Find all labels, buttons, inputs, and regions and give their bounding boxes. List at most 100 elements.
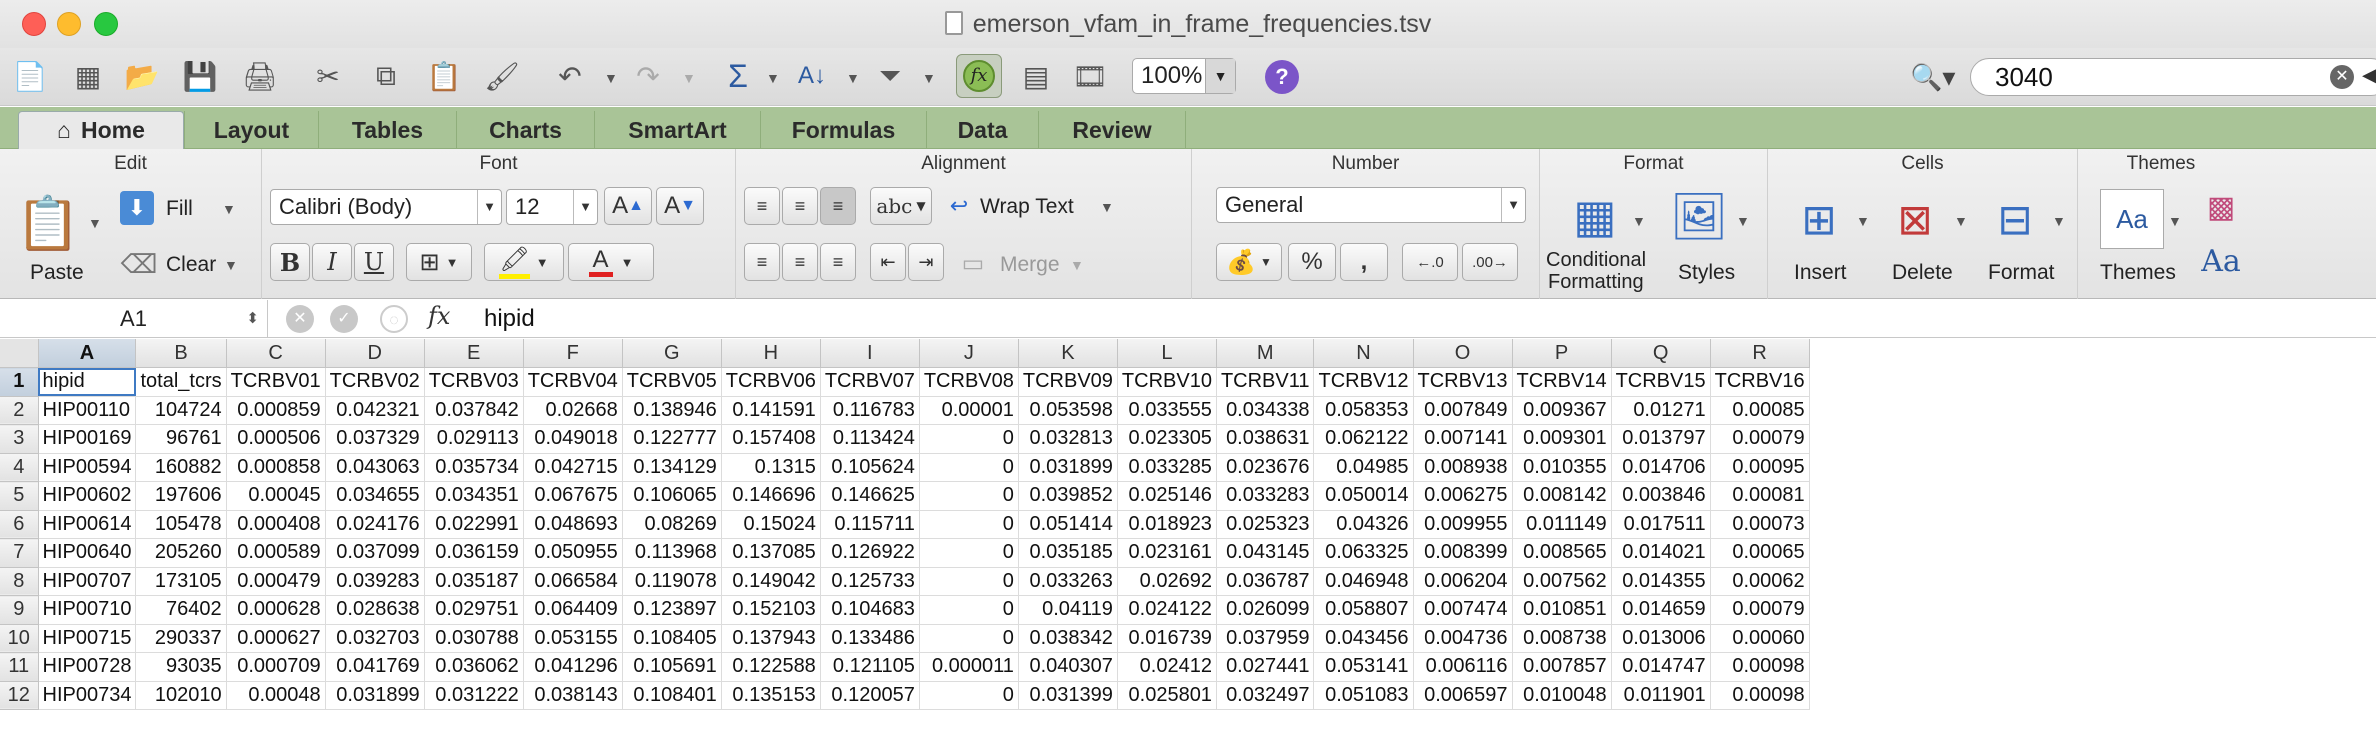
cell[interactable]: 0.023305 [1117, 424, 1217, 454]
cell[interactable]: 0.04119 [1018, 595, 1118, 625]
column-header-a[interactable]: A [38, 339, 137, 368]
collapse-toolbar-icon[interactable]: ◀ [2362, 62, 2376, 87]
cell[interactable]: 0.004736 [1413, 624, 1513, 653]
cell[interactable]: 0.035187 [424, 567, 524, 596]
cell[interactable]: 0.023676 [1216, 453, 1315, 482]
cell[interactable]: 0.008142 [1512, 481, 1612, 511]
cell[interactable]: 290337 [135, 624, 227, 653]
row-header[interactable]: 3 [0, 424, 39, 454]
cell[interactable]: 0.113968 [622, 538, 722, 568]
cell[interactable]: total_tcrs [135, 367, 227, 397]
row-header[interactable]: 7 [0, 538, 39, 568]
row-header[interactable]: 12 [0, 681, 39, 710]
wrap-text-button[interactable]: Wrap Text [980, 195, 1074, 218]
cell[interactable]: 0.037329 [325, 424, 425, 454]
cell[interactable]: TCRBV09 [1018, 367, 1118, 397]
cell[interactable]: HIP00640 [38, 538, 137, 568]
templates-icon[interactable]: ▦ [74, 60, 102, 92]
cell[interactable]: 0.00098 [1710, 652, 1810, 682]
cell[interactable]: TCRBV13 [1413, 367, 1513, 397]
cell[interactable]: 0.007141 [1413, 424, 1513, 454]
cell[interactable]: 0.000859 [226, 396, 326, 425]
font-size-select[interactable]: 12 ▼ [506, 189, 598, 225]
cell[interactable]: 0.033285 [1117, 453, 1217, 482]
cell[interactable]: 0.006275 [1413, 481, 1513, 511]
cell[interactable]: 0.000408 [226, 510, 326, 539]
cell[interactable]: 0.038631 [1216, 424, 1315, 454]
cell[interactable]: 0.01271 [1611, 396, 1711, 425]
decrease-indent-button[interactable]: ⇤ [870, 243, 906, 281]
cell[interactable]: 0.033283 [1216, 481, 1315, 511]
cell[interactable]: 0.116783 [820, 396, 920, 425]
cell[interactable]: 0.029751 [424, 595, 524, 625]
cell[interactable]: 0.048693 [523, 510, 623, 539]
filter-dropdown-icon[interactable]: ▼ [922, 70, 936, 86]
cell[interactable]: 0.135153 [721, 681, 821, 710]
cell[interactable]: 0.036062 [424, 652, 524, 682]
filter-icon[interactable]: ⏷ [878, 59, 902, 91]
cell[interactable]: 0.008565 [1512, 538, 1612, 568]
cell[interactable]: 0.108405 [622, 624, 722, 653]
cell[interactable]: hipid [38, 367, 137, 397]
column-header-k[interactable]: K [1018, 339, 1118, 368]
italic-button[interactable]: I [312, 243, 352, 281]
cell[interactable]: 0.008938 [1413, 453, 1513, 482]
cell[interactable]: 0.037842 [424, 396, 524, 425]
cell[interactable]: 0.007849 [1413, 396, 1513, 425]
cell[interactable]: 0.014355 [1611, 567, 1711, 596]
column-header-e[interactable]: E [424, 339, 524, 368]
cell[interactable]: 0.00001 [919, 396, 1019, 425]
tab-smartart[interactable]: SmartArt [594, 111, 760, 149]
cell[interactable]: 0 [919, 424, 1019, 454]
column-header-q[interactable]: Q [1611, 339, 1711, 368]
column-header-l[interactable]: L [1117, 339, 1217, 368]
cell[interactable]: 0.023161 [1117, 538, 1217, 568]
cell[interactable]: 0.022991 [424, 510, 524, 539]
cell[interactable]: 0.000011 [919, 652, 1019, 682]
cell[interactable]: 0.025146 [1117, 481, 1217, 511]
cell[interactable]: 0.062122 [1313, 424, 1414, 454]
merge-dropdown-icon[interactable]: ▼ [1070, 257, 1084, 273]
column-header-m[interactable]: M [1216, 339, 1315, 368]
cell[interactable]: 0.036159 [424, 538, 524, 568]
paste-icon[interactable]: 📋 [426, 60, 462, 92]
new-document-icon[interactable]: 📄 [12, 60, 48, 92]
cell[interactable]: 76402 [135, 595, 227, 625]
accounting-format-button[interactable]: 💰 ▼ [1216, 243, 1282, 281]
borders-button[interactable]: ⊞ ▼ [406, 243, 472, 281]
cell[interactable]: 0.024122 [1117, 595, 1217, 625]
column-header-d[interactable]: D [325, 339, 425, 368]
cell[interactable]: 0.00079 [1710, 595, 1810, 625]
formula-builder-button[interactable]: fx [956, 54, 1002, 98]
themes-gallery-icon[interactable]: Aa [2100, 189, 2164, 249]
cancel-entry-icon[interactable]: ✕ [286, 305, 314, 333]
cell[interactable]: 0.032813 [1018, 424, 1118, 454]
paste-clipboard-icon[interactable]: 📋 [15, 194, 81, 253]
cell[interactable]: 0.00065 [1710, 538, 1810, 568]
decrease-font-size-button[interactable]: A ▼ [656, 187, 704, 225]
cell[interactable]: 173105 [135, 567, 227, 596]
cell[interactable]: 0.141591 [721, 396, 821, 425]
align-left-button[interactable]: ≡ [744, 243, 780, 281]
cell[interactable]: 0.058807 [1313, 595, 1414, 625]
cell[interactable]: 0.149042 [721, 567, 821, 596]
close-window-button[interactable] [22, 12, 46, 36]
column-header-f[interactable]: F [523, 339, 623, 368]
cell[interactable]: 0.02668 [523, 396, 623, 425]
cell[interactable]: HIP00169 [38, 424, 137, 454]
insert-button[interactable]: Insert [1794, 261, 1847, 284]
cell[interactable]: 0.157408 [721, 424, 821, 454]
cell[interactable]: 0.00060 [1710, 624, 1810, 653]
cell[interactable]: 0.119078 [622, 567, 722, 596]
align-middle-button[interactable]: ≡ [782, 187, 818, 225]
cell[interactable]: HIP00707 [38, 567, 137, 596]
cell[interactable]: HIP00734 [38, 681, 137, 710]
cell[interactable]: 0.152103 [721, 595, 821, 625]
cell[interactable]: 0.037099 [325, 538, 425, 568]
zoom-select[interactable]: 100% ▼ [1132, 58, 1236, 94]
cell[interactable]: HIP00594 [38, 453, 137, 482]
cell[interactable]: 0.034655 [325, 481, 425, 511]
cell[interactable]: 0.000479 [226, 567, 326, 596]
undo-dropdown-icon[interactable]: ▼ [604, 70, 618, 86]
cell[interactable]: 0.035734 [424, 453, 524, 482]
